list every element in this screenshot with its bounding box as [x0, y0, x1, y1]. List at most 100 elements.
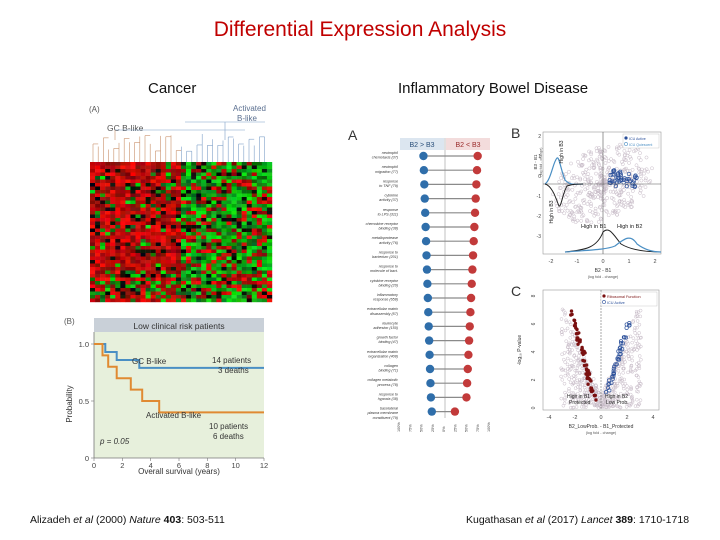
- heatmap-cell: [266, 162, 273, 166]
- heatmap-cell: [145, 256, 151, 261]
- heatmap-cell: [145, 190, 151, 194]
- heatmap-cell: [221, 235, 227, 240]
- heatmap-cell: [165, 270, 172, 275]
- panel-b-point: [629, 156, 633, 161]
- heatmap-cell: [165, 267, 172, 271]
- heatmap-cell: [155, 281, 161, 285]
- heatmap-cell: [251, 288, 258, 292]
- heatmap-cell: [120, 239, 126, 243]
- heatmap-cell: [191, 183, 197, 187]
- panel-b-point: [587, 158, 591, 163]
- panel-c-point: [559, 317, 564, 321]
- heatmap-cell: [221, 200, 227, 205]
- panel-c-point: [621, 371, 625, 375]
- panel-b-point: [592, 161, 597, 166]
- heatmap-cell: [105, 200, 111, 205]
- heatmap-cell: [266, 204, 273, 208]
- panel-b-point: [587, 199, 592, 204]
- panel-c-active-point: [607, 388, 612, 393]
- heatmap-cell: [216, 197, 222, 201]
- heatmap-cell: [90, 186, 96, 191]
- heatmap-cell: [90, 169, 96, 173]
- heatmap-cell: [105, 270, 111, 275]
- panel-c-point: [630, 400, 635, 404]
- heatmap-cell: [231, 225, 237, 229]
- heatmap-cell: [216, 253, 222, 257]
- heatmap-cell: [170, 274, 177, 278]
- go-axis-tick: 100%: [397, 422, 401, 432]
- heatmap-cell: [95, 214, 101, 219]
- heatmap-cell: [120, 179, 126, 184]
- heatmap-cell: [125, 169, 131, 173]
- panel-c-point: [626, 342, 630, 346]
- panel-c-point: [637, 354, 642, 358]
- heatmap-cell: [186, 253, 192, 257]
- heatmap-cell: [160, 232, 167, 236]
- heatmap-cell: [110, 228, 116, 233]
- panel-c-active-point: [613, 362, 618, 367]
- heatmap-cell: [236, 197, 242, 201]
- heatmap-cell: [221, 214, 227, 219]
- heatmap-cell: [236, 214, 242, 219]
- heatmap-cell: [115, 263, 121, 268]
- panel-b-xtick: 1: [627, 259, 630, 265]
- heatmap-cell: [231, 239, 237, 243]
- heatmap-cell: [100, 291, 106, 296]
- go-axis-tick: 75%: [408, 424, 412, 432]
- panel-c-point: [570, 397, 575, 402]
- heatmap-cell: [231, 274, 237, 278]
- panel-c-point: [562, 381, 567, 386]
- heatmap-cell: [241, 288, 247, 292]
- panel-c-point: [578, 397, 583, 402]
- heatmap-cell: [216, 249, 222, 254]
- heatmap-cell: [160, 239, 167, 243]
- heatmap-cell: [231, 281, 237, 285]
- heatmap-cell: [110, 165, 116, 170]
- heatmap-cell: [145, 165, 151, 170]
- heatmap-cell: [251, 267, 258, 271]
- heatmap-cell: [181, 298, 187, 303]
- heatmap-cell: [256, 179, 263, 184]
- heatmap-cell: [160, 179, 167, 184]
- heatmap-cell: [251, 172, 258, 177]
- panel-c-point: [576, 382, 581, 387]
- panel-c-point: [589, 400, 594, 404]
- heatmap-cell: [251, 281, 258, 285]
- heatmap-cell: [170, 162, 177, 166]
- panel-b-point: [629, 195, 634, 199]
- heatmap-cell: [160, 288, 167, 292]
- heatmap-cell: [150, 263, 156, 268]
- go-right-dot: [466, 293, 476, 303]
- heatmap-cell: [150, 225, 156, 229]
- heatmap-cell: [90, 298, 96, 303]
- heatmap-cell: [150, 176, 156, 180]
- panel-c-point: [631, 336, 636, 340]
- panel-c-point: [565, 326, 570, 331]
- heatmap-cell: [160, 172, 167, 177]
- panel-c-point: [633, 326, 637, 330]
- heatmap-cell: [236, 225, 242, 229]
- heatmap-cell: [251, 295, 258, 299]
- heatmap-cell: [211, 277, 217, 282]
- heatmap-cell: [241, 197, 247, 201]
- heatmap-cell: [125, 249, 131, 254]
- panel-c-point: [634, 373, 639, 378]
- panel-c-point: [588, 393, 592, 398]
- heatmap-cell: [216, 256, 222, 261]
- heatmap-cell: [216, 214, 222, 219]
- panel-c-point: [621, 384, 626, 388]
- heatmap-cell: [256, 221, 263, 226]
- heatmap-cell: [110, 162, 116, 166]
- heatmap-cell: [145, 162, 151, 166]
- heatmap-cell: [155, 291, 161, 296]
- heatmap-cell: [145, 263, 151, 268]
- panel-b-point: [593, 195, 597, 199]
- heatmap-cell: [155, 239, 161, 243]
- panel-b-point: [612, 160, 617, 164]
- panel-c-ytick: 8: [531, 294, 537, 297]
- heatmap-cell: [256, 295, 263, 299]
- heatmap-cell: [150, 242, 156, 247]
- heatmap-cell: [211, 172, 217, 177]
- heatmap-cell: [246, 207, 252, 212]
- heatmap-cell: [140, 211, 146, 215]
